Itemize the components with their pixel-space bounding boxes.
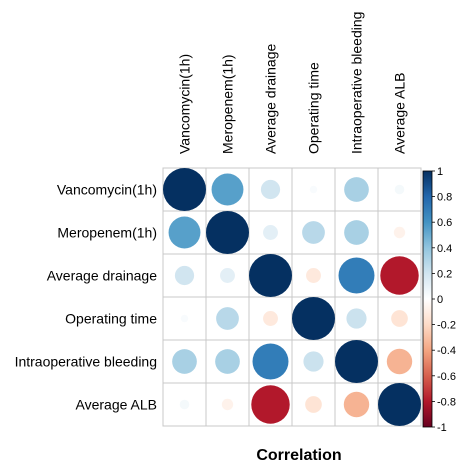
corr-circle-average-drainage-operating-time [306, 268, 321, 283]
col-label-intraoperative-bleeding: Intraoperative bleeding [349, 12, 365, 154]
colorbar-tick-label: -0.6 [437, 371, 456, 383]
corr-circle-meropenem-1h-meropenem-1h [206, 211, 249, 254]
corr-circle-average-alb-average-alb [378, 383, 421, 426]
corr-circle-operating-time-average-alb [391, 310, 408, 327]
corr-circle-intraoperative-bleeding-vancomycin-1h [172, 349, 197, 374]
corr-circle-average-drainage-vancomycin-1h [174, 265, 195, 286]
colorbar-tick-label: 1 [437, 166, 443, 178]
grid [162, 167, 422, 427]
corr-circle-operating-time-operating-time [292, 297, 335, 340]
corr-circle-intraoperative-bleeding-operating-time [303, 351, 324, 372]
corr-circle-operating-time-average-drainage [263, 311, 278, 326]
colorbar-gradient [422, 170, 433, 428]
row-label-average-drainage: Average drainage [47, 268, 157, 284]
row-label-intraoperative-bleeding: Intraoperative bleeding [15, 354, 157, 370]
col-label-vancomycin-1h: Vancomycin(1h) [177, 54, 193, 154]
colorbar-tick-label: 0.8 [437, 192, 452, 204]
colorbar-tick-label: -0.4 [437, 345, 456, 357]
corr-circle-operating-time-vancomycin-1h [180, 314, 189, 323]
corr-circle-average-alb-vancomycin-1h [179, 399, 190, 410]
corr-circle-meropenem-1h-vancomycin-1h [168, 216, 201, 249]
corr-circle-average-alb-average-drainage [251, 385, 290, 424]
row-labels: Vancomycin(1h) Meropenem(1h) Average drain… [15, 182, 158, 413]
corr-circle-operating-time-intraoperative-bleeding [346, 308, 367, 329]
colorbar-tick-label: -0.8 [437, 396, 456, 408]
corr-circle-intraoperative-bleeding-intraoperative-bleeding [335, 340, 378, 383]
corr-circle-average-drainage-average-alb [380, 256, 419, 295]
colorbar-tick-label: 0 [437, 294, 443, 306]
circles [163, 168, 421, 426]
row-label-vancomycin-1h: Vancomycin(1h) [57, 182, 157, 198]
col-label-average-alb: Average ALB [392, 73, 408, 154]
corr-circle-average-drainage-meropenem-1h [220, 268, 235, 283]
corr-circle-average-alb-intraoperative-bleeding [343, 391, 370, 418]
row-label-operating-time: Operating time [65, 311, 157, 327]
corr-circle-average-alb-meropenem-1h [221, 398, 234, 411]
chart-title: Correlation [256, 447, 341, 464]
corr-circle-operating-time-meropenem-1h [216, 307, 239, 330]
corr-circle-average-drainage-intraoperative-bleeding [338, 257, 375, 294]
corr-circle-average-drainage-average-drainage [249, 254, 292, 297]
corr-circle-vancomycin-1h-meropenem-1h [211, 173, 244, 206]
col-label-operating-time: Operating time [306, 62, 322, 154]
corr-circle-meropenem-1h-intraoperative-bleeding [344, 220, 369, 245]
corr-circle-average-alb-operating-time [305, 396, 322, 413]
corr-circle-vancomycin-1h-average-drainage [260, 179, 281, 200]
row-label-meropenem-1h: Meropenem(1h) [57, 225, 157, 241]
corr-circle-meropenem-1h-average-drainage [263, 225, 278, 240]
corr-circle-intraoperative-bleeding-average-alb [386, 348, 413, 375]
colorbar-tick-label: 0.4 [437, 243, 452, 255]
corr-circle-intraoperative-bleeding-average-drainage [252, 343, 289, 380]
colorbar-tick-label: 0.6 [437, 217, 452, 229]
corr-circle-meropenem-1h-average-alb [393, 226, 406, 239]
col-label-average-drainage: Average drainage [263, 44, 279, 154]
column-labels: Vancomycin(1h) Meropenem(1h) Average drain… [177, 12, 408, 154]
colorbar: 1 0.8 0.6 0.4 0.2 0 -0.2 -0.4 -0.6 -0.8 -1 [422, 166, 456, 434]
col-label-meropenem-1h: Meropenem(1h) [220, 54, 236, 154]
corr-circle-meropenem-1h-operating-time [302, 221, 325, 244]
corr-circle-vancomycin-1h-vancomycin-1h [163, 168, 206, 211]
corr-circle-vancomycin-1h-intraoperative-bleeding [344, 177, 369, 202]
row-label-average-alb: Average ALB [76, 397, 157, 413]
corr-circle-vancomycin-1h-average-alb [394, 184, 405, 195]
corr-circle-vancomycin-1h-operating-time [309, 185, 318, 194]
colorbar-tick-label: -1 [437, 422, 447, 434]
corr-circle-intraoperative-bleeding-meropenem-1h [215, 349, 240, 374]
colorbar-tick-label: -0.2 [437, 320, 456, 332]
colorbar-tick-label: 0.2 [437, 268, 452, 280]
